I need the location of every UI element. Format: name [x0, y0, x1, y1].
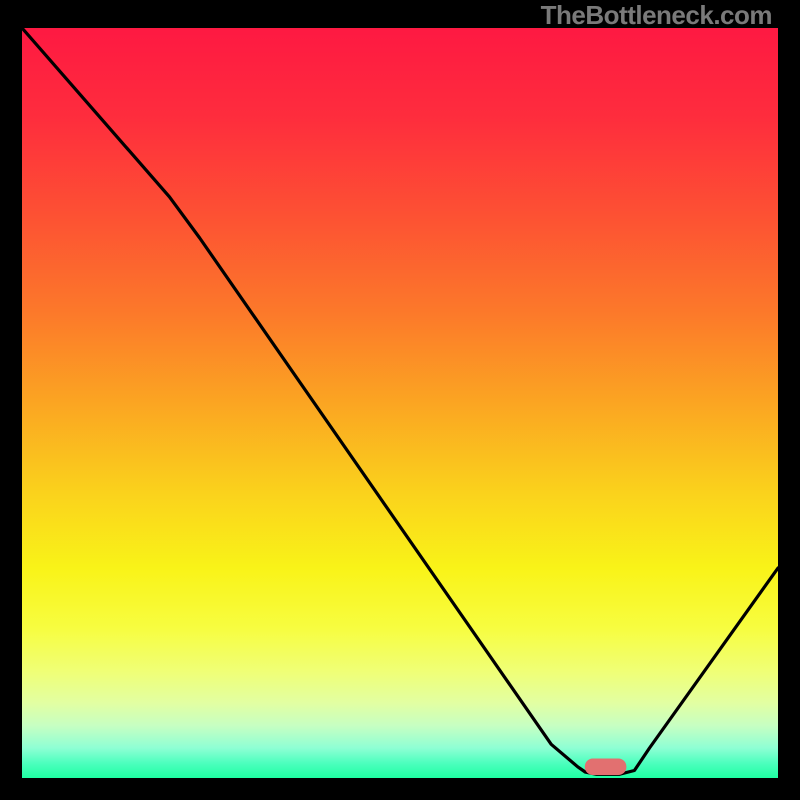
chart-svg — [22, 28, 778, 778]
chart-marker — [585, 759, 627, 776]
root-container: TheBottleneck.com — [0, 0, 800, 800]
chart-background — [22, 28, 778, 778]
watermark-text: TheBottleneck.com — [541, 0, 772, 31]
chart-frame — [22, 28, 778, 778]
